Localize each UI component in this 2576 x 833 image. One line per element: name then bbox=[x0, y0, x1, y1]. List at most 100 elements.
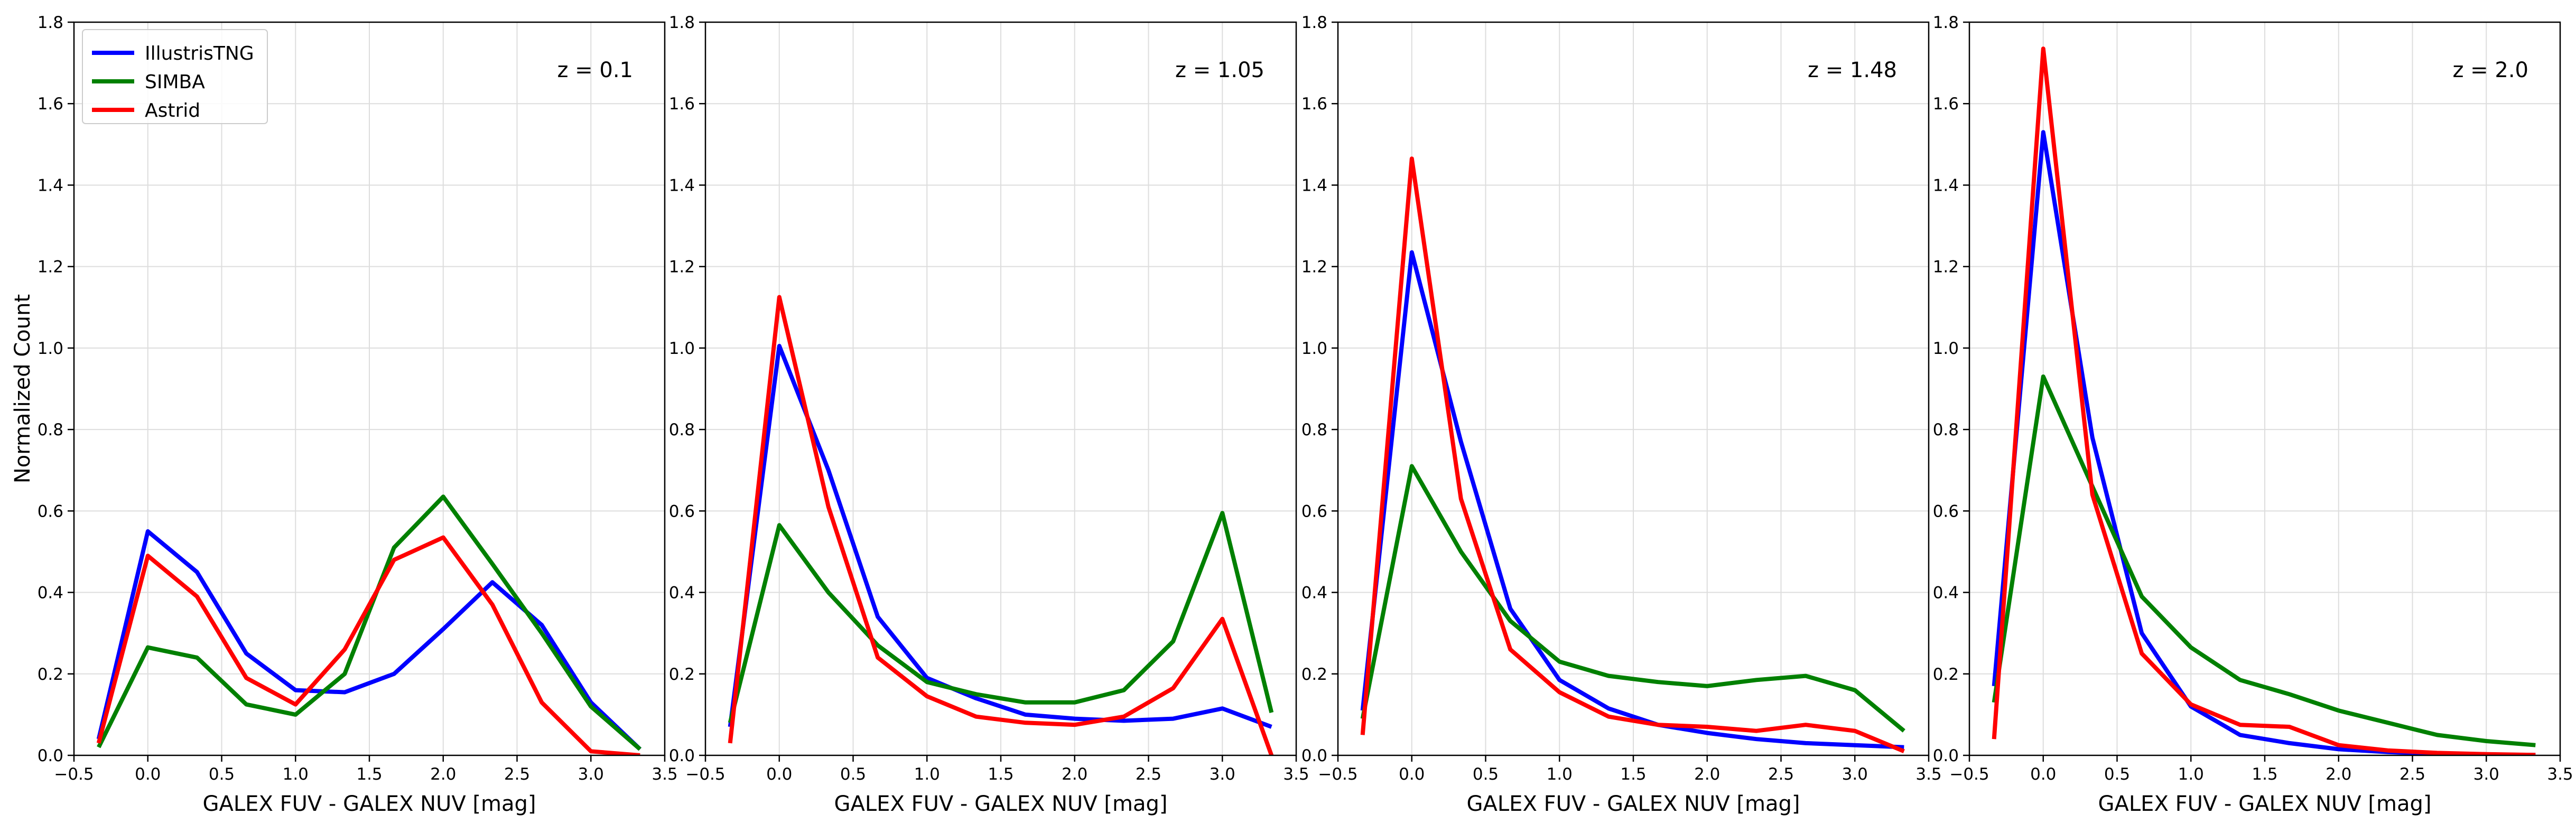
y-axis: 0.0 0.2 0.4 0.6 0.8 1.0 1.2 1.4 1.6 1.8 bbox=[1301, 13, 1338, 765]
x-tick-label: 1.0 bbox=[2178, 765, 2204, 784]
series-group bbox=[1360, 156, 1905, 753]
series-group bbox=[96, 494, 642, 755]
y-tick-label: 1.4 bbox=[38, 176, 63, 195]
series-line-astrid bbox=[96, 535, 640, 755]
y-tick-label: 1.4 bbox=[1301, 176, 1327, 195]
y-axis: 0.0 0.2 0.4 0.6 0.8 1.0 1.2 1.4 1.6 1.8 bbox=[669, 13, 705, 765]
y-tick-label: 1.0 bbox=[38, 339, 63, 358]
y-tick-label: 0.2 bbox=[1933, 665, 1959, 684]
y-tick-label: 0.0 bbox=[38, 746, 63, 765]
redshift-annotation: z = 0.1 bbox=[557, 58, 633, 82]
panel-4: −0.5 0.0 0.5 1.0 1.5 2.0 2.5 3.0 3.50.00.20.40.6… bbox=[1933, 13, 2573, 816]
y-axis: 0.0 0.2 0.4 0.6 0.8 1.0 1.2 1.4 1.6 1.8 bbox=[1933, 13, 1969, 765]
x-tick-label: −0.5 bbox=[685, 765, 725, 784]
y-tick-label: 0.4 bbox=[669, 584, 695, 603]
x-tick-label: 3.5 bbox=[1283, 765, 1309, 784]
y-tick-label: 1.8 bbox=[669, 13, 695, 32]
y-tick-label: 1.6 bbox=[38, 95, 63, 114]
series-line-astrid bbox=[728, 295, 1274, 755]
x-tick-label: 3.0 bbox=[578, 765, 604, 784]
y-tick-label: 0.8 bbox=[38, 420, 63, 439]
y-tick-label: 1.2 bbox=[1933, 258, 1959, 277]
x-tick-label: 0.0 bbox=[766, 765, 792, 784]
panel-1: −0.5 0.0 0.5 1.0 1.5 2.0 2.5 3.0 3.50.00.20.40.6… bbox=[11, 13, 678, 816]
redshift-annotation: z = 2.0 bbox=[2452, 58, 2528, 82]
y-tick-label: 1.4 bbox=[669, 176, 695, 195]
legend-label-simba: SIMBA bbox=[145, 71, 205, 93]
y-tick-label: 1.6 bbox=[1301, 95, 1327, 114]
x-axis-label: GALEX FUV - GALEX NUV [mag] bbox=[1467, 792, 1800, 816]
series-line-simba bbox=[728, 511, 1274, 724]
y-tick-label: 1.2 bbox=[669, 258, 695, 277]
x-axis-label: GALEX FUV - GALEX NUV [mag] bbox=[834, 792, 1168, 816]
y-tick-label: 0.4 bbox=[1301, 584, 1327, 603]
y-tick-label: 0.8 bbox=[1301, 420, 1327, 439]
grid bbox=[705, 22, 1297, 756]
x-tick-label: 1.5 bbox=[2252, 765, 2277, 784]
x-tick-label: 0.0 bbox=[135, 765, 161, 784]
x-tick-label: 0.0 bbox=[2030, 765, 2056, 784]
x-tick-label: 0.5 bbox=[840, 765, 866, 784]
x-axis-label: GALEX FUV - GALEX NUV [mag] bbox=[203, 792, 536, 816]
x-tick-label: 1.0 bbox=[914, 765, 940, 784]
y-tick-label: 1.6 bbox=[669, 95, 695, 114]
x-axis: −0.5 0.0 0.5 1.0 1.5 2.0 2.5 3.0 3.5 bbox=[685, 755, 1309, 784]
y-tick-label: 1.4 bbox=[1933, 176, 1959, 195]
y-tick-label: 1.0 bbox=[1301, 339, 1327, 358]
y-axis-label: Normalized Count bbox=[11, 294, 35, 483]
x-axis: −0.5 0.0 0.5 1.0 1.5 2.0 2.5 3.0 3.5 bbox=[1318, 755, 1942, 784]
grid bbox=[1969, 22, 2561, 756]
y-tick-label: 1.8 bbox=[1933, 13, 1959, 32]
y-axis: 0.0 0.2 0.4 0.6 0.8 1.0 1.2 1.4 1.6 1.8 bbox=[38, 13, 74, 765]
y-tick-label: 0.4 bbox=[1933, 584, 1959, 603]
x-tick-label: 2.5 bbox=[1136, 765, 1161, 784]
y-tick-label: 0.4 bbox=[38, 584, 63, 603]
series-line-simba bbox=[97, 494, 641, 751]
x-tick-label: 3.5 bbox=[1915, 765, 1941, 784]
x-tick-label: 2.5 bbox=[2400, 765, 2425, 784]
redshift-annotation: z = 1.48 bbox=[1808, 58, 1897, 82]
series-line-astrid bbox=[1992, 46, 2536, 755]
grid bbox=[1337, 22, 1929, 756]
y-tick-label: 1.0 bbox=[669, 339, 695, 358]
y-tick-label: 0.8 bbox=[1933, 420, 1959, 439]
legend: IllustrisTNG SIMBA Astrid bbox=[82, 29, 268, 124]
x-tick-label: 2.5 bbox=[504, 765, 530, 784]
y-tick-label: 0.0 bbox=[669, 746, 695, 765]
x-tick-label: 1.5 bbox=[356, 765, 382, 784]
x-tick-label: 1.5 bbox=[988, 765, 1013, 784]
y-tick-label: 1.2 bbox=[1301, 258, 1327, 277]
y-tick-label: 0.6 bbox=[38, 502, 63, 521]
x-tick-label: 0.5 bbox=[209, 765, 235, 784]
legend-label-astrid: Astrid bbox=[145, 100, 200, 121]
series-group bbox=[1992, 46, 2536, 755]
x-axis: −0.5 0.0 0.5 1.0 1.5 2.0 2.5 3.0 3.5 bbox=[1949, 755, 2573, 784]
x-tick-label: 2.0 bbox=[1062, 765, 1087, 784]
x-axis: −0.5 0.0 0.5 1.0 1.5 2.0 2.5 3.0 3.5 bbox=[54, 755, 678, 784]
series-line-simba bbox=[1360, 464, 1905, 733]
panel-3: −0.5 0.0 0.5 1.0 1.5 2.0 2.5 3.0 3.50.00.20.40.6… bbox=[1301, 13, 1942, 816]
x-tick-label: 2.0 bbox=[1694, 765, 1720, 784]
x-axis-label: GALEX FUV - GALEX NUV [mag] bbox=[2098, 792, 2432, 816]
x-tick-label: 3.0 bbox=[1210, 765, 1235, 784]
panels: −0.5 0.0 0.5 1.0 1.5 2.0 2.5 3.0 3.50.00.20.40.6… bbox=[11, 13, 2573, 816]
series-line-illustristng bbox=[728, 344, 1272, 729]
x-tick-label: 2.0 bbox=[2326, 765, 2351, 784]
redshift-annotation: z = 1.05 bbox=[1175, 58, 1264, 82]
y-tick-label: 0.6 bbox=[1933, 502, 1959, 521]
x-tick-label: −0.5 bbox=[54, 765, 94, 784]
x-tick-label: 1.5 bbox=[1620, 765, 1646, 784]
x-tick-label: 2.0 bbox=[430, 765, 456, 784]
y-tick-label: 0.2 bbox=[1301, 665, 1327, 684]
x-tick-label: 0.5 bbox=[2104, 765, 2130, 784]
series-line-simba bbox=[1992, 374, 2536, 747]
x-tick-label: −0.5 bbox=[1949, 765, 1989, 784]
y-tick-label: 0.0 bbox=[1301, 746, 1327, 765]
x-tick-label: 2.5 bbox=[1768, 765, 1794, 784]
series-line-illustristng bbox=[1360, 250, 1904, 750]
x-tick-label: 0.5 bbox=[1473, 765, 1499, 784]
series-line-illustristng bbox=[96, 529, 642, 751]
panel-2: −0.5 0.0 0.5 1.0 1.5 2.0 2.5 3.0 3.50.00.20.40.6… bbox=[669, 13, 1309, 816]
x-tick-label: 3.0 bbox=[1842, 765, 1868, 784]
y-tick-label: 0.2 bbox=[669, 665, 695, 684]
